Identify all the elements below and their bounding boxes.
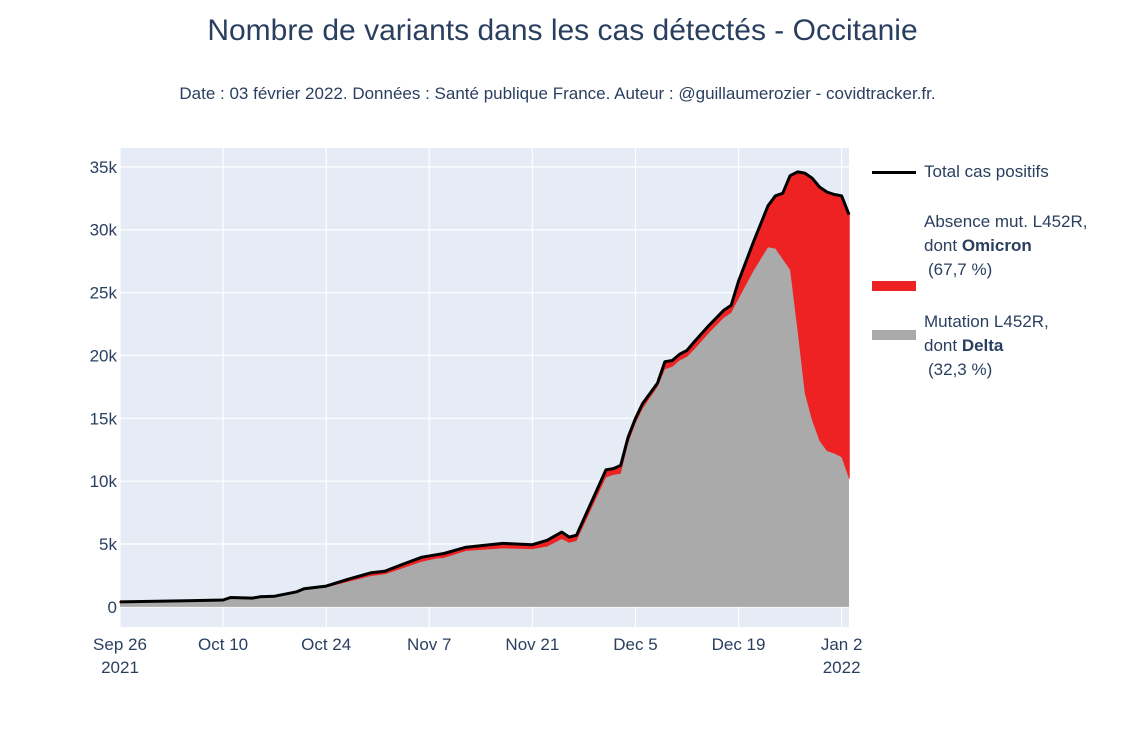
legend-label-delta-bold: Delta: [961, 336, 1004, 355]
y-tick-label: 0: [108, 598, 117, 617]
chart-title: Nombre de variants dans les cas détectés…: [207, 14, 918, 47]
legend-item-delta[interactable]: Mutation L452R, dont Delta (32,3 %): [872, 310, 1122, 410]
legend: Total cas positifs Absence mut. L452R, d…: [872, 160, 1122, 410]
y-tick-label: 15k: [90, 409, 118, 428]
x-axis-labels: Sep 26 2021 Oct 10 Oct 24 Nov 7 Nov 21 Dec 5 De…: [93, 635, 862, 677]
y-tick-label: 10k: [90, 472, 118, 491]
legend-label-omicron-pct: (67,7 %): [928, 260, 993, 279]
y-tick-label: 20k: [90, 346, 118, 365]
legend-label-delta-line1: Mutation L452R,: [924, 312, 1049, 331]
area-delta: [120, 247, 849, 607]
x-tick-label: Nov 7: [407, 635, 451, 654]
legend-label-omicron-line1: Absence mut. L452R,: [924, 212, 1088, 231]
x-tick-label: Sep 26: [93, 635, 147, 654]
line-total-cas-positifs: [119, 170, 851, 604]
legend-label-delta-pct: (32,3 %): [928, 360, 993, 379]
y-axis-labels: 0 5k 10k 15k 20k 25k 30k 35k: [90, 158, 118, 617]
y-tick-label: 35k: [90, 158, 118, 177]
y-tick-label: 30k: [90, 221, 118, 240]
x-tick-label: Oct 24: [301, 635, 351, 654]
legend-swatch-total: [872, 171, 916, 174]
legend-label-total: Total cas positifs: [924, 162, 1049, 181]
x-tick-label: Dec 5: [613, 635, 657, 654]
x-tick-year-label: 2022: [823, 658, 861, 677]
y-tick-label: 5k: [99, 535, 117, 554]
legend-swatch-omicron: [872, 281, 916, 291]
legend-item-omicron[interactable]: Absence mut. L452R, dont Omicron (67,7 %…: [872, 210, 1122, 310]
legend-label-omicron-bold: Omicron: [961, 236, 1032, 255]
x-tick-label: Nov 21: [505, 635, 559, 654]
x-tick-label: Jan 2: [821, 635, 863, 654]
legend-label-delta-prefix: dont: [924, 336, 962, 355]
x-tick-label: Dec 19: [712, 635, 766, 654]
y-tick-label: 25k: [90, 284, 118, 303]
x-tick-year-label: 2021: [101, 658, 139, 677]
legend-swatch-delta: [872, 330, 916, 340]
chart-subtitle: Date : 03 février 2022. Données : Santé …: [179, 84, 936, 103]
x-tick-label: Oct 10: [198, 635, 248, 654]
legend-label-omicron-prefix: dont: [924, 236, 962, 255]
legend-item-total[interactable]: Total cas positifs: [872, 160, 1122, 210]
